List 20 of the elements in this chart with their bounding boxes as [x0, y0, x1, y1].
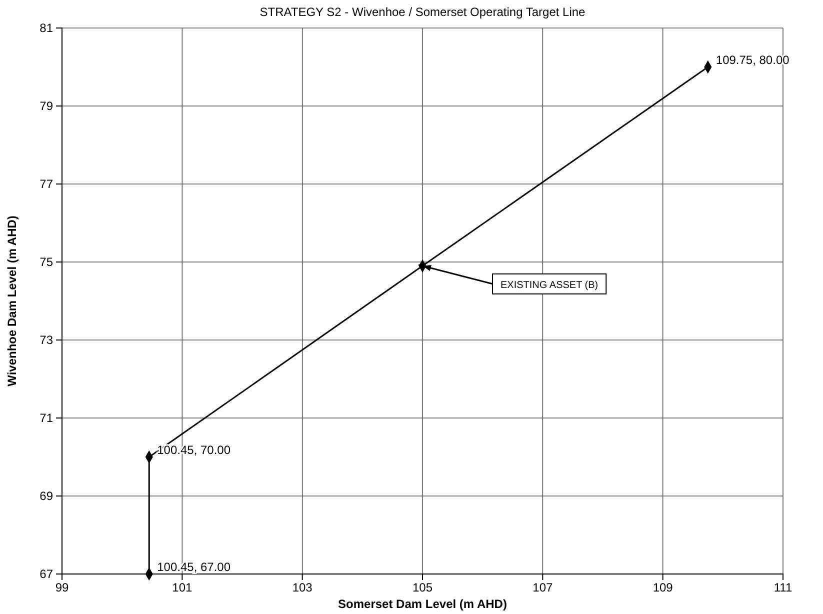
chart-title: STRATEGY S2 - Wivenhoe / Somerset Operating Target Line: [260, 5, 586, 19]
annotation: EXISTING ASSET (B): [500, 280, 598, 291]
y-tick-label: 75: [40, 254, 54, 269]
x-tick-label: 105: [412, 580, 433, 595]
y-tick-label: 77: [40, 176, 54, 191]
data-label: 109.75, 80.00: [716, 53, 790, 67]
x-tick-label: 107: [532, 580, 553, 595]
x-tick-label: 109: [652, 580, 674, 595]
x-tick-label: 111: [774, 580, 792, 595]
y-tick-label: 73: [40, 332, 54, 347]
x-tick-label: 103: [292, 580, 313, 595]
y-tick-label: 81: [40, 20, 54, 35]
y-tick-label: 71: [40, 410, 54, 425]
y-tick-label: 69: [40, 488, 54, 503]
x-axis-title: Somerset Dam Level (m AHD): [338, 597, 507, 611]
y-axis-title: Wivenhoe Dam Level (m AHD): [5, 216, 19, 386]
y-tick-label: 79: [40, 98, 54, 113]
y-tick-label: 67: [40, 566, 54, 581]
x-tick-label: 101: [172, 580, 192, 595]
x-tick-label: 99: [55, 580, 69, 595]
